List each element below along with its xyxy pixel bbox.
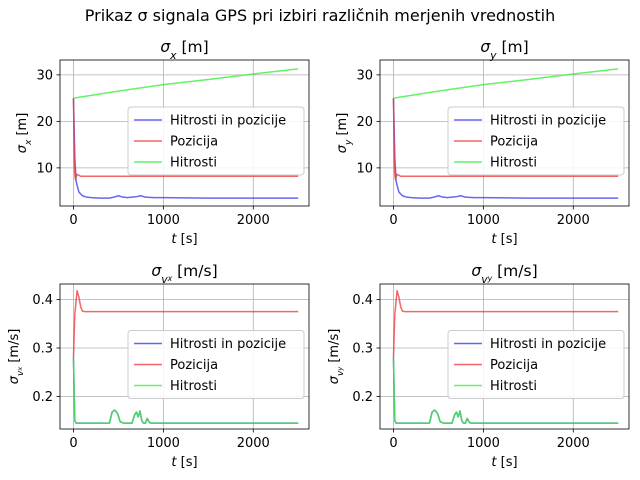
y-tick-label: 10	[356, 161, 373, 176]
legend: Hitrosti in pozicije Pozicija Hitrosti	[447, 330, 625, 399]
subplot-title: σx [m]	[160, 38, 208, 62]
y-tick-label: 0.4	[32, 293, 53, 308]
x-tick-label: 2000	[237, 213, 270, 228]
y-tick-label: 0.3	[32, 342, 53, 357]
x-tick-label: 0	[389, 436, 397, 451]
legend-entry-label: Hitrosti in pozicije	[490, 337, 606, 352]
x-tick-label: 0	[69, 213, 77, 228]
legend-entry-label: Pozicija	[490, 135, 538, 150]
x-tick-label: 1000	[467, 213, 500, 228]
y-tick-label: 0.2	[352, 390, 373, 405]
x-axis-label: t [s]	[171, 455, 197, 470]
legend-entry-label: Hitrosti	[490, 156, 537, 171]
subplot-title: σy [m]	[480, 38, 528, 62]
legend-entry-label: Hitrosti in pozicije	[170, 337, 286, 352]
axes-frame	[379, 283, 630, 430]
y-tick-label: 0.2	[32, 390, 53, 405]
y-tick-label: 10	[36, 161, 53, 176]
legend-box	[447, 106, 625, 176]
legend: Hitrosti in pozicije Pozicija Hitrosti	[127, 330, 305, 399]
legend: Hitrosti in pozicije Pozicija Hitrosti	[127, 106, 305, 176]
subplot-title: σvy [m/s]	[471, 262, 537, 286]
x-tick-label: 1000	[147, 436, 180, 451]
series-line-2	[72, 98, 299, 180]
series-line-3	[73, 68, 299, 99]
series-line-2	[392, 290, 619, 358]
series-line-3	[392, 357, 619, 424]
y-tick-label: 30	[36, 68, 53, 83]
figure-suptitle: Prikaz σ signala GPS pri izbiri različni…	[85, 6, 555, 25]
axes-frame	[59, 59, 310, 207]
y-tick-label: 0.3	[352, 342, 373, 357]
series-line-3	[393, 68, 619, 99]
legend-box	[127, 330, 305, 399]
series-line-3	[72, 357, 299, 424]
axes-frame	[379, 59, 630, 207]
y-axis-label: σx [m]	[15, 113, 34, 154]
y-axis-label: σy [m]	[335, 113, 354, 154]
legend-box	[447, 330, 625, 399]
x-tick-label: 1000	[147, 213, 180, 228]
x-tick-label: 2000	[237, 436, 270, 451]
x-axis-label: t [s]	[491, 232, 517, 247]
subplot-3: 0 1000 2000 0.2 0.3 0.4 σvx [m/s] t [s] σvx [m/s…	[7, 262, 310, 470]
legend-entry-label: Hitrosti	[490, 379, 537, 394]
legend: Hitrosti in pozicije Pozicija Hitrosti	[447, 106, 625, 176]
x-tick-label: 2000	[557, 436, 590, 451]
x-axis-label: t [s]	[491, 455, 517, 470]
x-tick-label: 0	[69, 436, 77, 451]
x-tick-label: 0	[389, 213, 397, 228]
x-axis-label: t [s]	[171, 232, 197, 247]
series-line-1	[392, 98, 619, 199]
legend-entry-label: Hitrosti	[170, 156, 217, 171]
series-line-2	[72, 290, 299, 358]
subplot-4: 0 1000 2000 0.2 0.3 0.4 σvy [m/s] t [s] σvy [m/s…	[327, 262, 630, 470]
subplot-title: σvx [m/s]	[151, 262, 217, 286]
legend-entry-label: Pozicija	[490, 358, 538, 373]
y-tick-label: 20	[36, 115, 53, 130]
legend-entry-label: Hitrosti in pozicije	[170, 114, 286, 129]
y-tick-label: 0.4	[352, 293, 373, 308]
x-tick-label: 2000	[557, 213, 590, 228]
subplot-1: 0 1000 2000 10 20 30 σx [m] t [s] σx [m] Hitrosti…	[15, 38, 310, 247]
axes-frame	[59, 283, 310, 430]
legend-box	[127, 106, 305, 176]
legend-entry-label: Pozicija	[170, 358, 218, 373]
x-tick-label: 1000	[467, 436, 500, 451]
y-tick-label: 20	[356, 115, 373, 130]
legend-entry-label: Hitrosti in pozicije	[490, 114, 606, 129]
subplot-2: 0 1000 2000 10 20 30 σy [m] t [s] σy [m] Hitrosti…	[335, 38, 630, 247]
y-axis-label: σvy [m/s]	[327, 329, 346, 385]
legend-entry-label: Pozicija	[170, 135, 218, 150]
y-tick-label: 30	[356, 68, 373, 83]
y-axis-label: σvx [m/s]	[7, 329, 26, 385]
series-line-1	[72, 98, 299, 199]
series-line-2	[392, 98, 619, 180]
legend-entry-label: Hitrosti	[170, 379, 217, 394]
